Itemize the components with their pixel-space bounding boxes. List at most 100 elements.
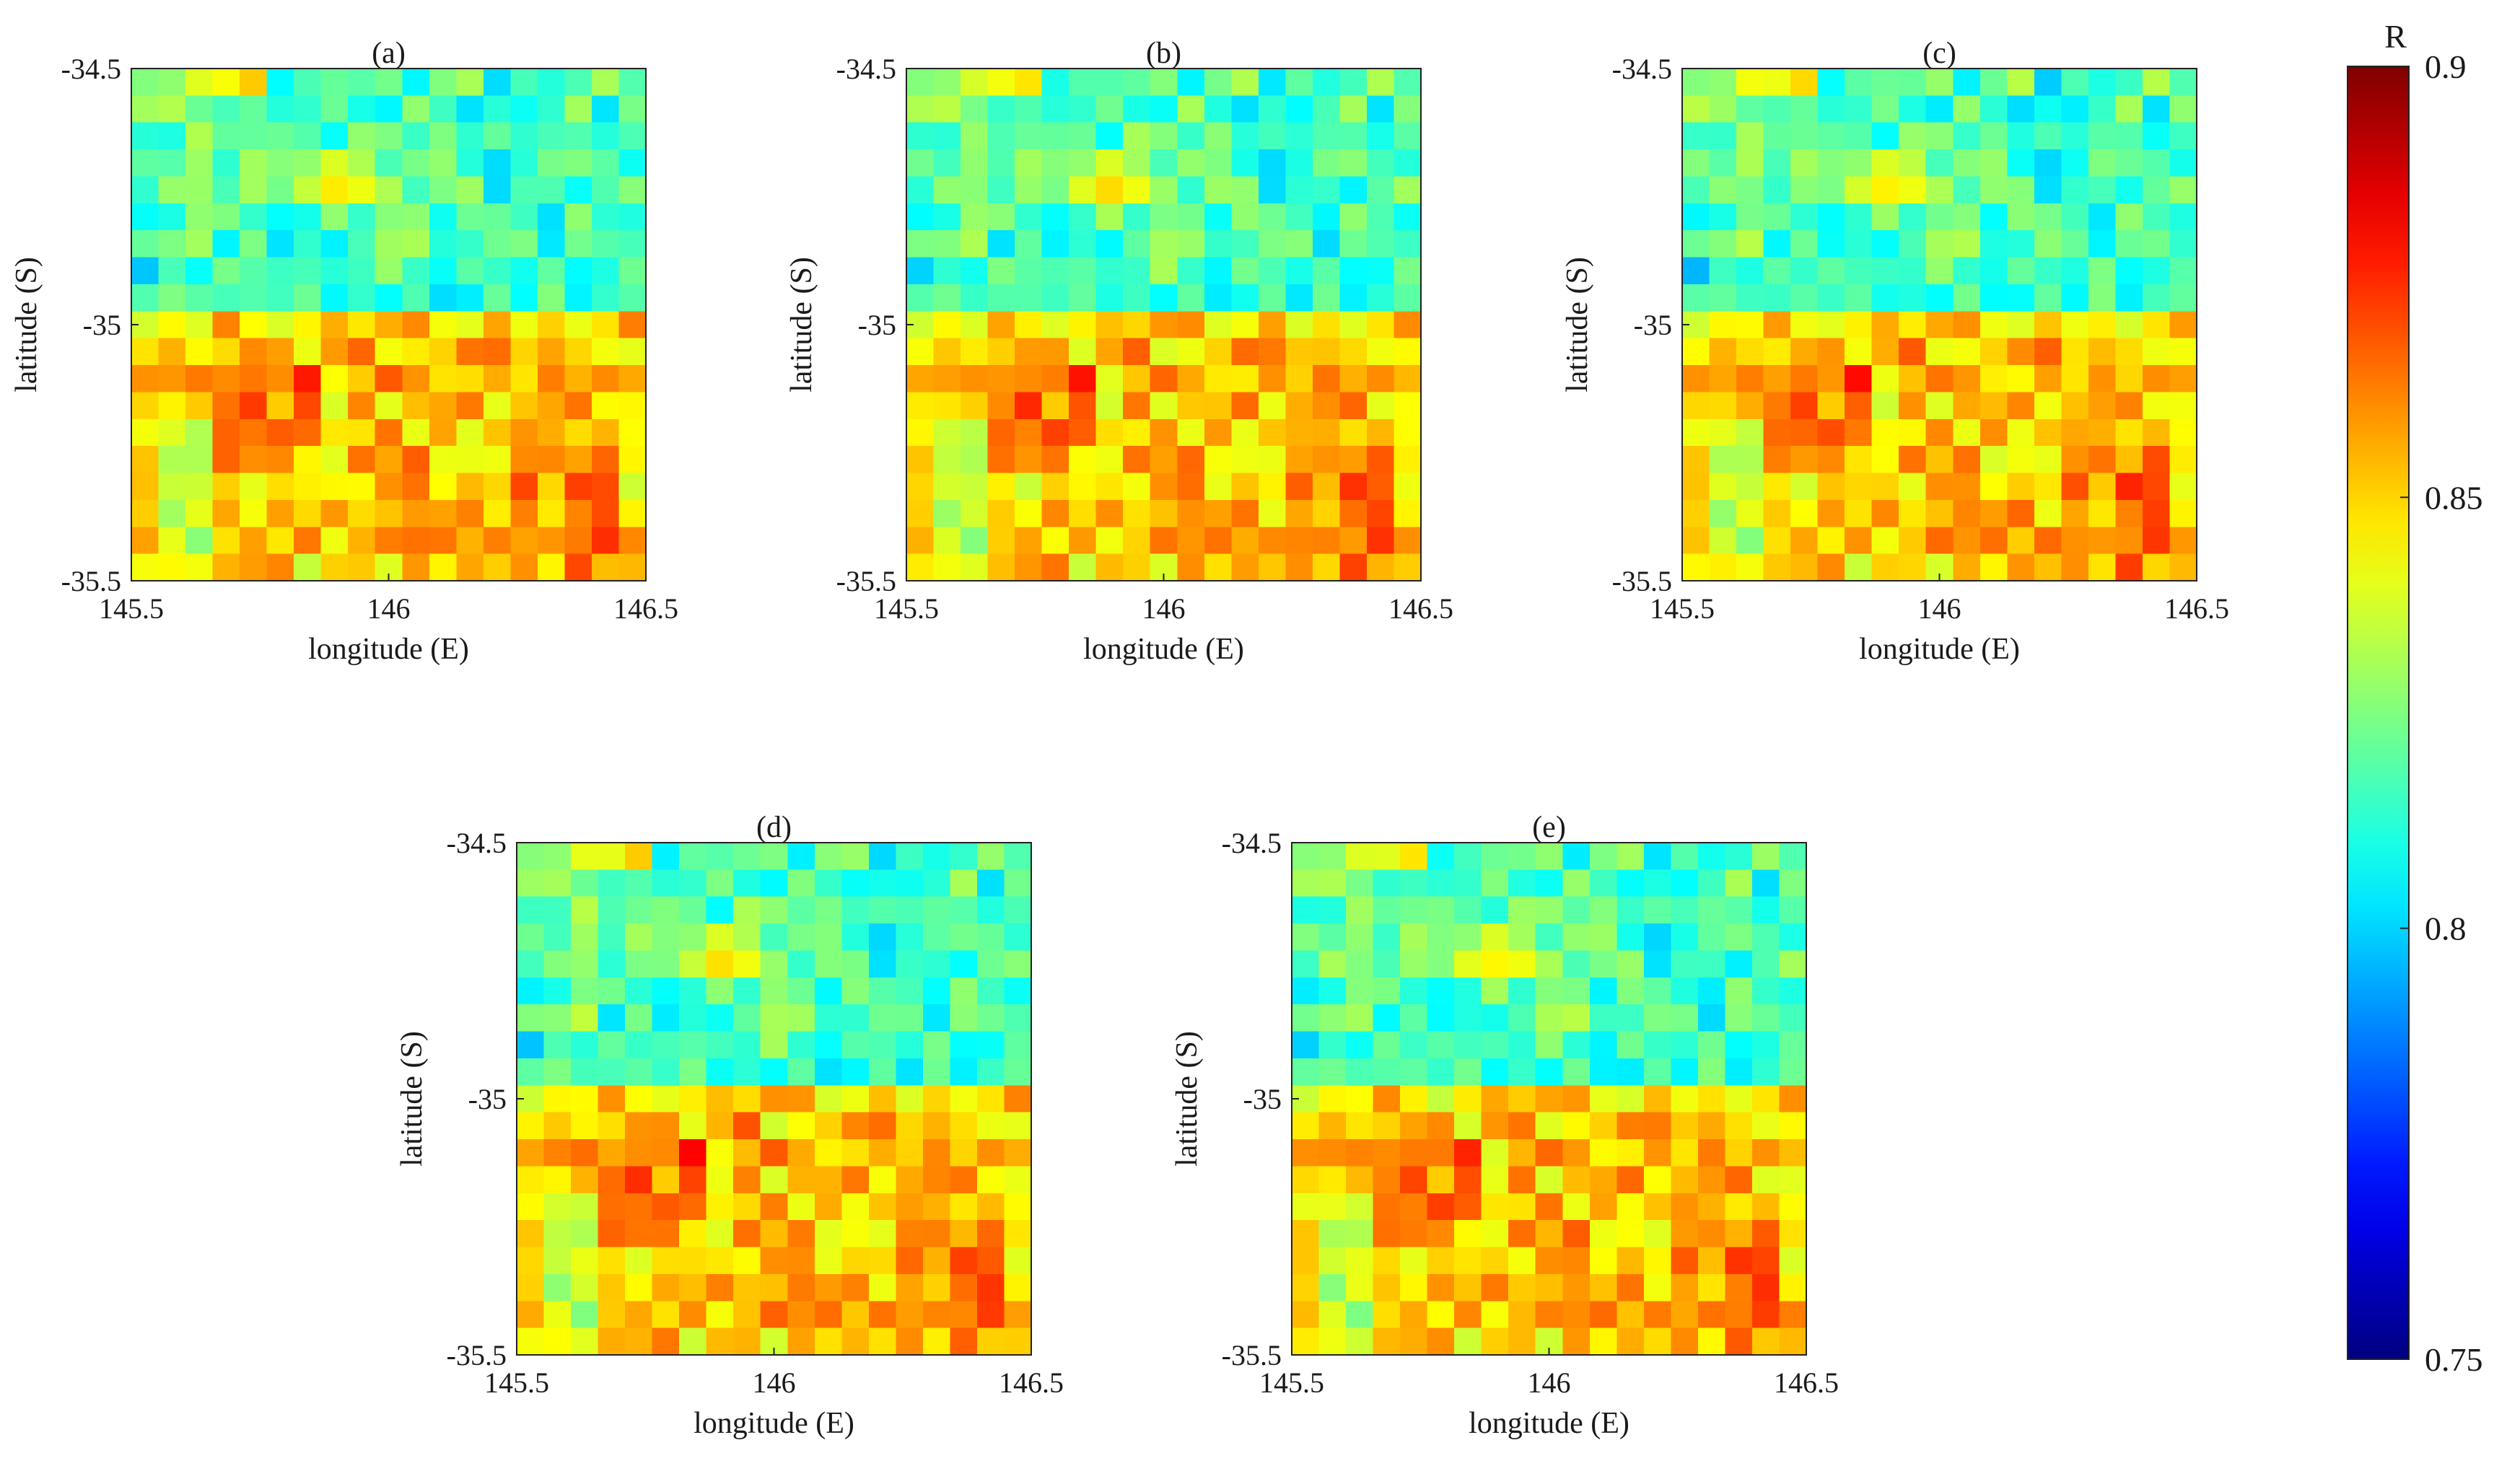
- heatmap-cell: [1015, 230, 1043, 258]
- heatmap-cell: [402, 338, 430, 366]
- heatmap-cell: [706, 1085, 734, 1113]
- heatmap-cell: [896, 1058, 924, 1086]
- heatmap-cell: [1817, 365, 1845, 393]
- heatmap-cell: [1779, 1273, 1807, 1302]
- x-tick-label: 145.5: [1650, 592, 1715, 625]
- heatmap-cell: [2034, 418, 2062, 447]
- heatmap-cell: [375, 499, 403, 527]
- heatmap-cell: [1871, 230, 1899, 258]
- heatmap-cell: [1779, 1166, 1807, 1194]
- heatmap-cell: [375, 176, 403, 204]
- heatmap-cell: [2169, 230, 2197, 258]
- heatmap-cell: [2034, 203, 2062, 231]
- heatmap-cell: [1346, 1220, 1374, 1248]
- heatmap-cell: [1373, 1220, 1401, 1248]
- heatmap-cell: [320, 203, 349, 231]
- heatmap-cell: [1562, 896, 1591, 924]
- heatmap-cell: [2142, 553, 2171, 581]
- heatmap-cell: [1643, 923, 1671, 952]
- heatmap-cell: [2115, 527, 2143, 555]
- heatmap-cell: [625, 950, 653, 978]
- heatmap-cell: [1312, 284, 1341, 312]
- heatmap-cell: [1394, 527, 1422, 555]
- heatmap-cell: [348, 203, 376, 231]
- heatmap-cell: [1204, 69, 1232, 96]
- heatmap-cell: [961, 176, 989, 204]
- heatmap-cell: [1454, 950, 1482, 978]
- heatmap-cell: [564, 392, 592, 420]
- heatmap-cell: [1150, 176, 1178, 204]
- heatmap-cell: [1763, 69, 1791, 96]
- heatmap-cell: [1535, 1139, 1563, 1167]
- heatmap-cell: [868, 1301, 896, 1329]
- heatmap-cell: [294, 176, 322, 204]
- heatmap-cell: [1979, 176, 2008, 204]
- heatmap-cell: [543, 896, 572, 924]
- heatmap-cell: [1123, 149, 1151, 177]
- heatmap-cell: [1150, 122, 1178, 150]
- x-tick-label: 146: [1918, 592, 1961, 625]
- heatmap-cell: [841, 1031, 870, 1059]
- heatmap-cell: [2088, 553, 2117, 581]
- heatmap-cell: [564, 499, 592, 527]
- heatmap-cell: [456, 527, 484, 555]
- heatmap-cell: [961, 338, 989, 366]
- heatmap-cell: [2061, 95, 2089, 123]
- panel-title: (a): [372, 37, 406, 70]
- heatmap-cell: [1589, 869, 1617, 897]
- heatmap-cell: [760, 1220, 788, 1248]
- heatmap-cell: [618, 311, 647, 339]
- heatmap-cell: [1899, 473, 1927, 501]
- heatmap-cell: [1817, 95, 1845, 123]
- heatmap-cell: [1725, 1112, 1753, 1140]
- heatmap-cell: [2061, 122, 2089, 150]
- heatmap-cell: [1312, 338, 1341, 366]
- heatmap-cell: [429, 473, 457, 501]
- heatmap-cell: [706, 950, 734, 978]
- heatmap-cell: [625, 1004, 653, 1032]
- heatmap-cell: [1015, 392, 1043, 420]
- heatmap-cell: [510, 311, 538, 339]
- heatmap-cell: [1508, 977, 1536, 1005]
- heatmap-cell: [1589, 1112, 1617, 1140]
- heatmap-cell: [1763, 527, 1791, 555]
- heatmap-cell: [320, 69, 349, 96]
- heatmap-cell: [706, 923, 734, 952]
- heatmap-cell: [706, 843, 734, 870]
- heatmap-cell: [760, 923, 788, 952]
- heatmap-cell: [402, 418, 430, 447]
- heatmap-cell: [1682, 392, 1710, 420]
- heatmap-cell: [1845, 176, 1873, 204]
- heatmap-cell: [1589, 977, 1617, 1005]
- heatmap-cell: [1817, 176, 1845, 204]
- heatmap-cell: [1709, 149, 1737, 177]
- heatmap-cell: [1069, 418, 1097, 447]
- heatmap-cell: [922, 869, 951, 897]
- heatmap-cell: [1366, 122, 1395, 150]
- heatmap-cell: [543, 1247, 572, 1275]
- heatmap-cell: [2088, 311, 2117, 339]
- heatmap-cell: [212, 499, 240, 527]
- heatmap-cell: [760, 1085, 788, 1113]
- heatmap-cell: [1123, 95, 1151, 123]
- heatmap-cell: [1150, 473, 1178, 501]
- heatmap-cell: [598, 1031, 626, 1059]
- heatmap-cell: [1817, 446, 1845, 474]
- heatmap-cell: [2061, 338, 2089, 366]
- heatmap-cell: [1292, 1301, 1320, 1329]
- heatmap-cell: [1312, 257, 1341, 285]
- heatmap-cell: [517, 1058, 545, 1086]
- heatmap-cell: [591, 418, 620, 447]
- heatmap-cell: [564, 95, 592, 123]
- heatmap-cell: [1979, 392, 2008, 420]
- heatmap-cell: [652, 843, 680, 870]
- heatmap-cell: [1318, 1139, 1347, 1167]
- x-axis-label: longitude (E): [1083, 633, 1244, 666]
- heatmap-cell: [625, 1085, 653, 1113]
- heatmap-cell: [1953, 338, 1981, 366]
- heatmap-cell: [2142, 230, 2171, 258]
- heatmap-cell: [1871, 257, 1899, 285]
- heatmap-cell: [1925, 527, 1954, 555]
- heatmap-cell: [571, 1031, 599, 1059]
- heatmap-cell: [706, 1058, 734, 1086]
